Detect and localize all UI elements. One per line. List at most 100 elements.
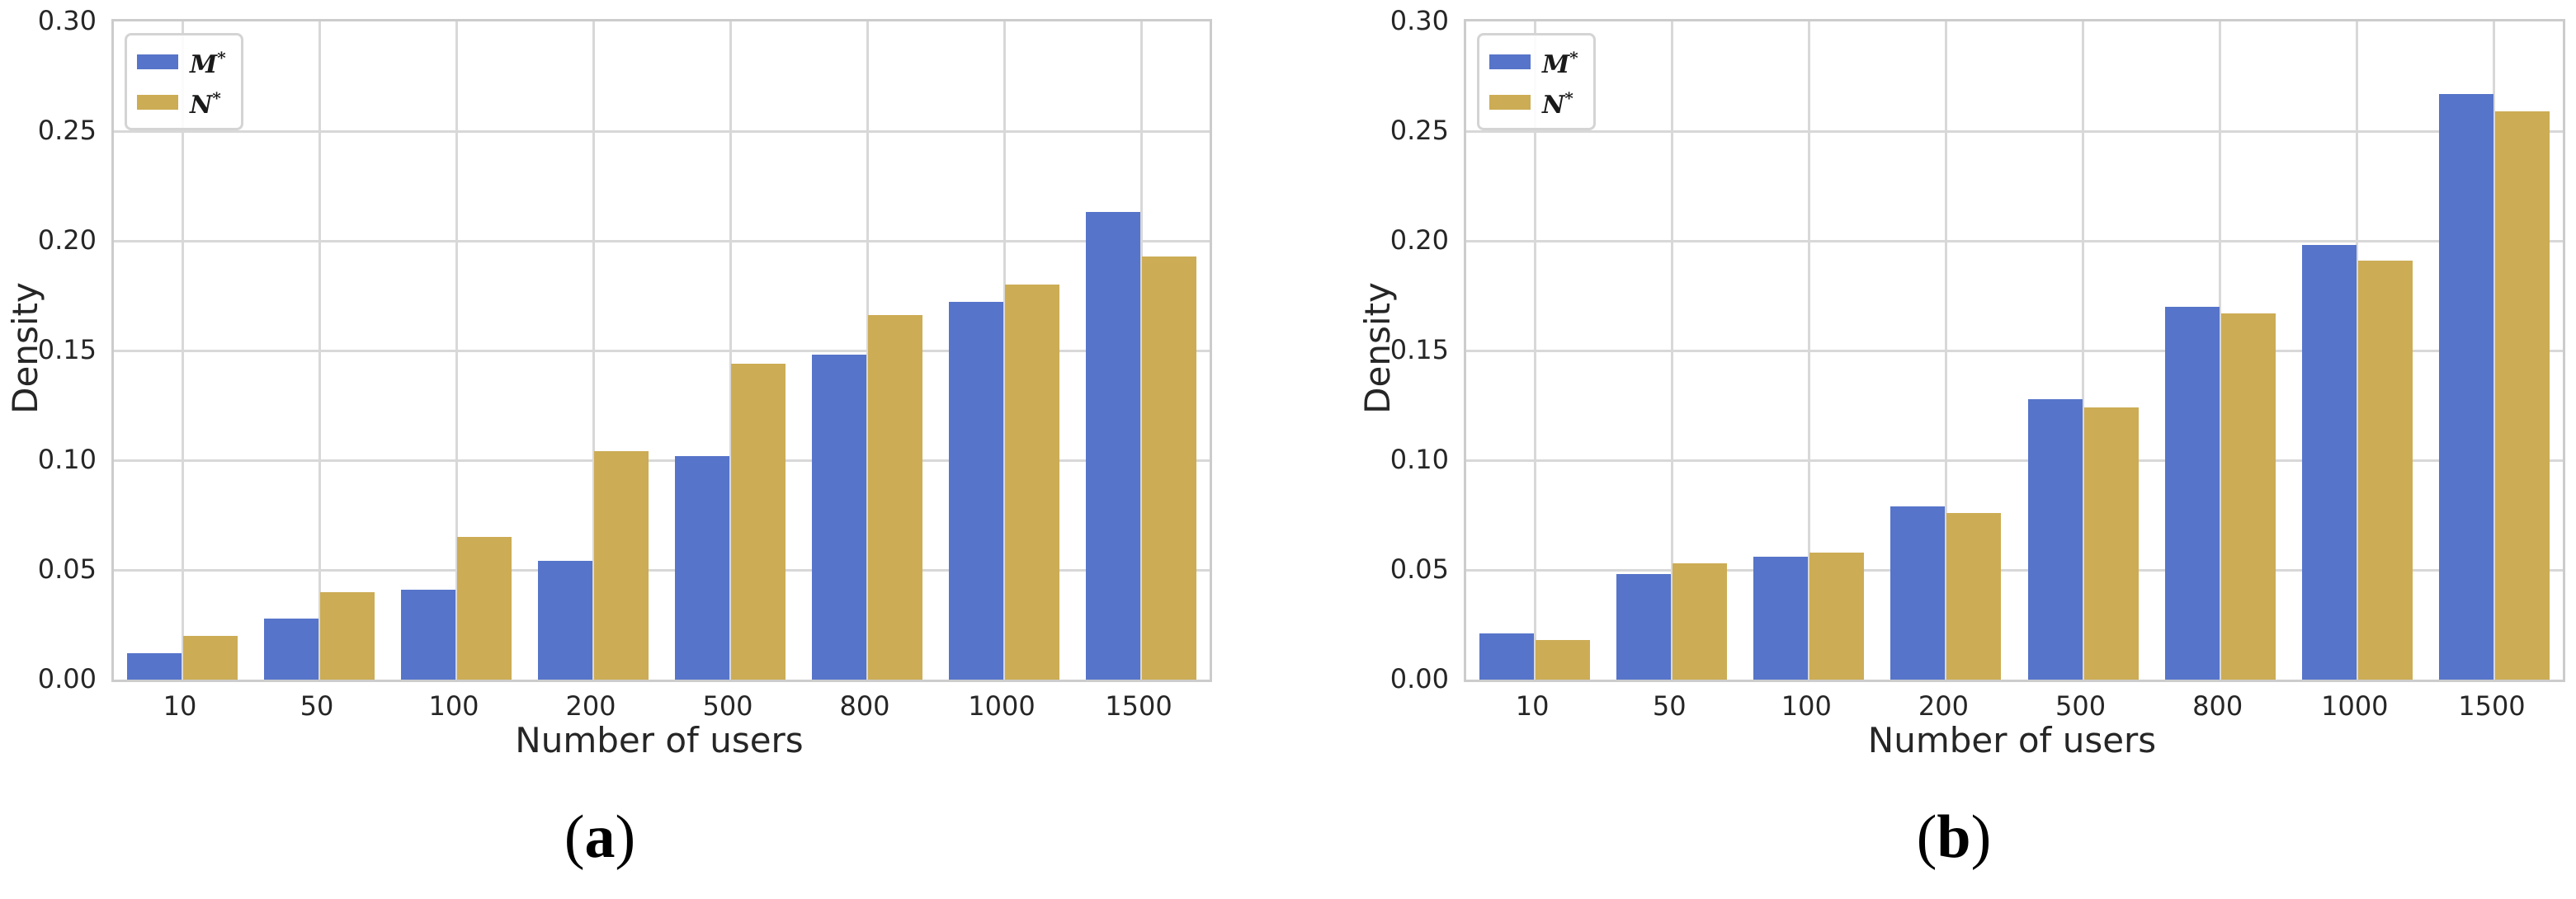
caption-b: (b) <box>1916 803 1992 871</box>
y-tick-label: 0.05 <box>37 553 97 585</box>
gridline-vertical <box>2493 21 2496 680</box>
bar-Nstar-200 <box>594 451 649 680</box>
y-tick-label: 0.20 <box>37 224 97 256</box>
gridline-vertical <box>1944 21 1947 680</box>
x-tick-label: 1500 <box>2458 690 2526 722</box>
gridline-vertical <box>2219 21 2222 680</box>
gridline-vertical <box>2356 21 2359 680</box>
legend-item-m: M* <box>137 44 226 79</box>
gridline-vertical <box>181 21 184 680</box>
x-axis-label: Number of users <box>515 720 804 760</box>
legend: M* N* <box>1477 33 1596 130</box>
bar-Nstar-100 <box>457 537 512 680</box>
bar-Mstar-1000 <box>949 302 1003 680</box>
bar-Mstar-800 <box>812 355 866 680</box>
bar-Mstar-50 <box>264 618 318 680</box>
y-tick-label: 0.30 <box>37 5 97 36</box>
x-tick-label: 800 <box>2192 690 2243 722</box>
gridline-horizontal <box>1466 349 2563 352</box>
y-tick-label: 0.20 <box>1389 224 1449 256</box>
bar-Mstar-10 <box>1479 633 1535 680</box>
x-tick-label: 50 <box>300 690 334 722</box>
bar-Mstar-1500 <box>2438 93 2493 680</box>
y-tick-label: 0.15 <box>1389 334 1449 365</box>
bar-Mstar-100 <box>1753 557 1809 680</box>
bar-Mstar-100 <box>401 589 455 680</box>
legend-label-m: M* <box>1542 48 1578 79</box>
y-tick-label: 0.15 <box>37 334 97 365</box>
legend-swatch-n <box>137 94 178 110</box>
bar-Nstar-200 <box>1946 512 2002 680</box>
x-tick-label: 200 <box>1918 690 1969 722</box>
gridline-vertical <box>318 21 321 680</box>
gridline-horizontal <box>114 239 1210 242</box>
gridline-vertical <box>1139 21 1143 680</box>
y-tick-label: 0.25 <box>1389 115 1449 146</box>
bar-Mstar-800 <box>2164 306 2220 680</box>
gridline-vertical <box>866 21 869 680</box>
bar-Mstar-50 <box>1616 574 1672 680</box>
y-tick-label: 0.25 <box>37 115 97 146</box>
legend-item-n: N* <box>1489 84 1578 120</box>
gridline-horizontal <box>114 459 1210 462</box>
legend-swatch-n <box>1489 94 1531 110</box>
bar-Mstar-1000 <box>2301 245 2357 680</box>
x-tick-label: 10 <box>1515 690 1550 722</box>
bar-Mstar-200 <box>538 561 592 680</box>
gridline-horizontal <box>1466 129 2563 133</box>
x-tick-label: 50 <box>1652 690 1687 722</box>
bar-Mstar-500 <box>675 455 729 680</box>
gridline-horizontal <box>1466 568 2563 572</box>
bar-Mstar-10 <box>127 653 182 680</box>
gridline-vertical <box>1533 21 1536 680</box>
gridline-vertical <box>729 21 732 680</box>
gridline-vertical <box>455 21 458 680</box>
gridline-vertical <box>1807 21 1810 680</box>
plot-area-b: M* N* <box>1464 19 2565 682</box>
x-tick-label: 1500 <box>1105 690 1172 722</box>
x-tick-label: 500 <box>702 690 753 722</box>
bar-Nstar-100 <box>1809 552 1865 680</box>
caption-a: (a) <box>564 803 636 871</box>
bar-Nstar-800 <box>2220 313 2276 680</box>
x-tick-label: 500 <box>2055 690 2107 722</box>
bar-Nstar-50 <box>1673 563 1728 680</box>
gridline-horizontal <box>1466 459 2563 462</box>
legend-item-n: N* <box>137 84 226 120</box>
x-tick-label: 800 <box>839 690 890 722</box>
y-tick-label: 0.10 <box>37 444 97 475</box>
bar-Nstar-1000 <box>1005 285 1059 680</box>
bar-Nstar-10 <box>1536 640 1591 680</box>
legend: M* N* <box>125 33 243 130</box>
x-tick-label: 100 <box>1781 690 1832 722</box>
y-tick-label: 0.00 <box>1389 663 1449 694</box>
bar-Mstar-1500 <box>1086 212 1140 680</box>
gridline-vertical <box>1670 21 1673 680</box>
figure-b: M* N* Density Number of users (b) 0.00 0.… <box>1288 0 2576 899</box>
bar-Nstar-1000 <box>2357 260 2413 680</box>
legend-swatch-m <box>1489 54 1531 69</box>
x-tick-label: 100 <box>428 690 479 722</box>
bar-Mstar-200 <box>1890 506 1946 680</box>
bar-Nstar-50 <box>320 591 375 680</box>
x-tick-label: 200 <box>565 690 616 722</box>
bar-Nstar-800 <box>868 315 922 680</box>
x-tick-label: 1000 <box>968 690 1036 722</box>
bar-Nstar-1500 <box>1142 256 1196 680</box>
legend-label-n: N* <box>1542 88 1573 120</box>
gridline-vertical <box>592 21 595 680</box>
y-tick-label: 0.10 <box>1389 444 1449 475</box>
legend-swatch-m <box>137 54 178 69</box>
y-tick-label: 0.30 <box>1389 5 1449 36</box>
legend-label-n: N* <box>190 88 221 120</box>
gridline-horizontal <box>1466 239 2563 242</box>
bar-Nstar-1500 <box>2494 111 2550 680</box>
bar-Nstar-10 <box>183 635 238 680</box>
y-tick-label: 0.00 <box>37 663 97 694</box>
bar-Mstar-500 <box>2027 398 2083 680</box>
bar-Nstar-500 <box>2083 407 2139 680</box>
gridline-horizontal <box>114 349 1210 352</box>
x-tick-label: 1000 <box>2321 690 2389 722</box>
gridline-vertical <box>1003 21 1006 680</box>
